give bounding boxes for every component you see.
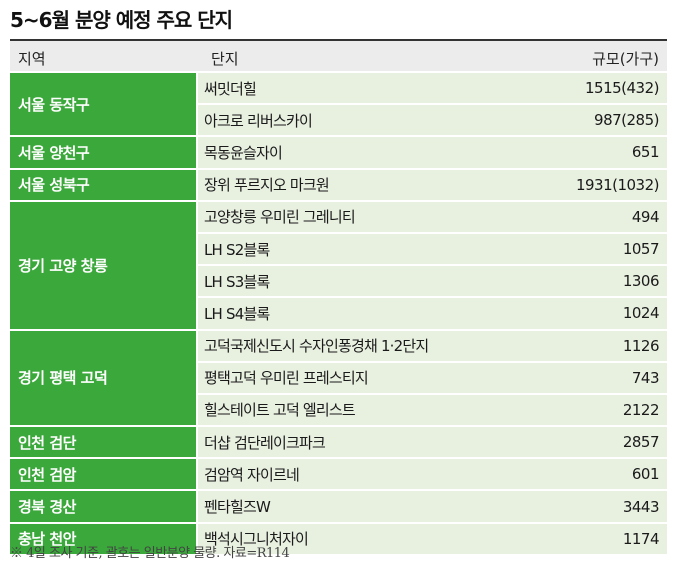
header-region: 지역: [18, 50, 46, 68]
region-group: 경북 경산 펜타힐즈W 3443: [10, 491, 667, 522]
region-group: 인천 검암 검암역 자이르네 601: [10, 459, 667, 490]
complex-list: 더샵 검단레이크파크 2857: [198, 427, 667, 458]
region-label: 경기 고양 창릉: [10, 201, 196, 329]
unit-count: 2857: [622, 433, 660, 452]
complex-list: 고양창릉 우미린 그레니티 494 LH S2블록 1057 LH S3블록 1306 LH…: [198, 201, 667, 329]
unit-count: 1126: [622, 336, 660, 355]
region-group: 서울 성북구 장위 푸르지오 마크원 1931(1032): [10, 169, 667, 200]
complex-list: 써밋더힐 1515(432) 아크로 리버스카이 987(285): [198, 73, 667, 136]
unit-count: 1515(432): [584, 79, 660, 98]
complex-name: LH S2블록: [204, 240, 270, 259]
unit-count: 1306: [622, 272, 660, 291]
table-row: LH S3블록 1306: [198, 266, 667, 297]
region-label: 인천 검단: [10, 427, 196, 458]
region-group: 인천 검단 더샵 검단레이크파크 2857: [10, 427, 667, 458]
region-group: 서울 양천구 목동윤슬자이 651: [10, 137, 667, 168]
unit-count: 601: [631, 465, 660, 484]
complex-name: LH S4블록: [204, 304, 270, 323]
table-row: 써밋더힐 1515(432): [198, 73, 667, 104]
complex-name: LH S3블록: [204, 272, 270, 291]
footnote: ※ 4일 조사 기준, 괄호는 일반분양 물량. 자료=R114: [10, 546, 290, 561]
apartment-table: 서울 동작구 써밋더힐 1515(432) 아크로 리버스카이 987(285) 서울 양…: [10, 73, 667, 556]
table-row: 아크로 리버스카이 987(285): [198, 105, 667, 136]
region-group: 서울 동작구 써밋더힐 1515(432) 아크로 리버스카이 987(285): [10, 73, 667, 136]
table-row: 평택고덕 우미린 프레스티지 743: [198, 362, 667, 393]
table-row: 장위 푸르지오 마크원 1931(1032): [198, 169, 667, 200]
region-group: 충남 천안 백석시그니처자이 1174: [10, 523, 667, 554]
complex-name: 검암역 자이르네: [204, 465, 300, 484]
complex-list: 백석시그니처자이 1174: [198, 523, 667, 554]
region-label: 인천 검암: [10, 459, 196, 490]
unit-count: 1057: [622, 240, 660, 259]
table-row: 고덕국제신도시 수자인퐁경채 1·2단지 1126: [198, 330, 667, 361]
unit-count: 743: [631, 368, 660, 387]
complex-name: 고덕국제신도시 수자인퐁경채 1·2단지: [204, 337, 429, 356]
complex-name: 써밋더힐: [204, 79, 257, 98]
table-row: 검암역 자이르네 601: [198, 459, 667, 490]
region-label: 충남 천안: [10, 523, 196, 554]
complex-list: 고덕국제신도시 수자인퐁경채 1·2단지 1126 평택고덕 우미린 프레스티지 74…: [198, 330, 667, 426]
table-row: 목동윤슬자이 651: [198, 137, 667, 168]
complex-name: 백석시그니처자이: [204, 530, 309, 549]
table-row: LH S4블록 1024: [198, 298, 667, 329]
table-row: 고양창릉 우미린 그레니티 494: [198, 201, 667, 232]
unit-count: 494: [631, 207, 660, 226]
complex-name: 장위 푸르지오 마크원: [204, 176, 330, 195]
unit-count: 1024: [622, 304, 660, 323]
complex-name: 아크로 리버스카이: [204, 111, 313, 130]
unit-count: 3443: [622, 497, 660, 516]
region-label: 서울 양천구: [10, 137, 196, 168]
unit-count: 1931(1032): [575, 175, 660, 194]
table-row: 힐스테이트 고덕 엘리스트 2122: [198, 394, 667, 426]
table-header: 지역 단지 규모(가구): [10, 41, 667, 71]
unit-count: 1174: [622, 529, 660, 548]
title-divider: [10, 39, 667, 41]
region-group: 경기 평택 고덕 고덕국제신도시 수자인퐁경채 1·2단지 1126 평택고덕 우미린…: [10, 330, 667, 426]
table-row: 백석시그니처자이 1174: [198, 523, 667, 554]
unit-count: 987(285): [594, 111, 659, 130]
unit-count: 2122: [622, 400, 660, 419]
table-row: 펜타힐즈W 3443: [198, 491, 667, 522]
table-row: LH S2블록 1057: [198, 233, 667, 265]
region-label: 서울 성북구: [10, 169, 196, 200]
complex-name: 고양창릉 우미린 그레니티: [204, 208, 356, 227]
complex-list: 검암역 자이르네 601: [198, 459, 667, 490]
complex-list: 펜타힐즈W 3443: [198, 491, 667, 522]
page-title: 5~6월 분양 예정 주요 단지: [10, 8, 233, 32]
region-group: 경기 고양 창릉 고양창릉 우미린 그레니티 494 LH S2블록 1057 LH S3…: [10, 201, 667, 329]
table-row: 더샵 검단레이크파크 2857: [198, 427, 667, 458]
complex-list: 목동윤슬자이 651: [198, 137, 667, 168]
complex-name: 평택고덕 우미린 프레스티지: [204, 369, 369, 388]
region-label: 서울 동작구: [10, 73, 196, 136]
header-complex: 단지: [211, 50, 239, 68]
region-label: 경북 경산: [10, 491, 196, 522]
complex-list: 장위 푸르지오 마크원 1931(1032): [198, 169, 667, 200]
complex-name: 더샵 검단레이크파크: [204, 433, 326, 452]
complex-name: 목동윤슬자이: [204, 143, 283, 162]
unit-count: 651: [631, 143, 660, 162]
header-scale: 규모(가구): [592, 50, 659, 68]
complex-name: 펜타힐즈W: [204, 498, 271, 517]
region-label: 경기 평택 고덕: [10, 330, 196, 426]
complex-name: 힐스테이트 고덕 엘리스트: [204, 401, 356, 420]
